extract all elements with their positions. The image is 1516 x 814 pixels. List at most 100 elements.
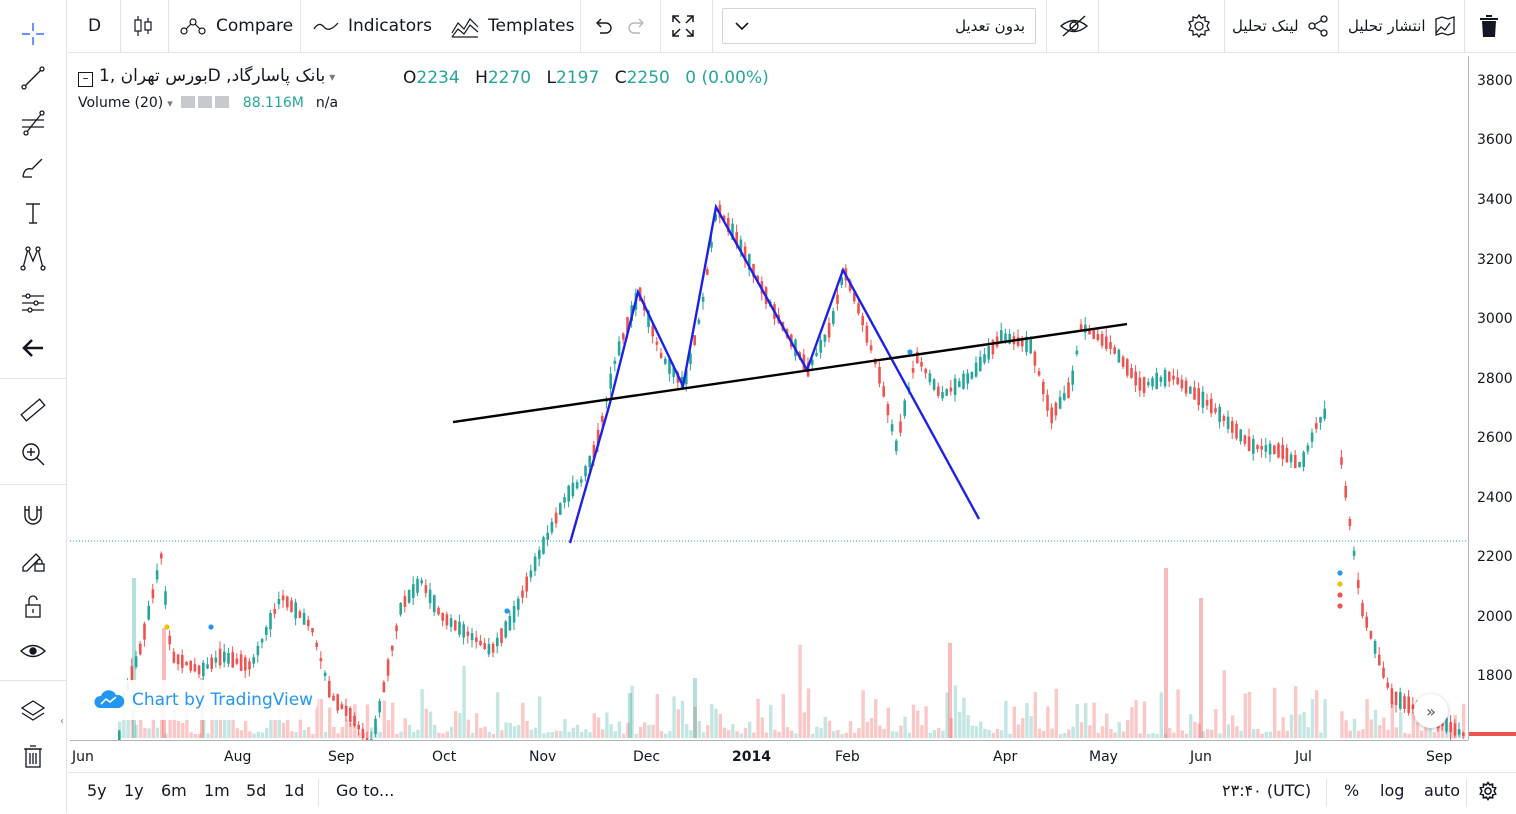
settings-icon[interactable] (1186, 0, 1212, 52)
volume-bar (277, 703, 281, 738)
log-scale-button[interactable]: log (1380, 781, 1405, 800)
candle-body (1352, 550, 1356, 556)
back-arrow-icon[interactable] (13, 330, 53, 366)
trend-line-icon[interactable] (13, 60, 53, 96)
scroll-to-realtime-icon[interactable]: » (1414, 694, 1448, 728)
redo-icon[interactable] (626, 0, 648, 52)
range-1m-button[interactable]: 1m (204, 781, 230, 800)
compare-button[interactable]: Compare (178, 0, 293, 52)
volume-bar (693, 678, 697, 738)
volume-menu-icon[interactable]: ▾ (167, 97, 173, 110)
volume-bar (563, 719, 567, 738)
range-5d-button[interactable]: 5d (246, 781, 267, 800)
volume-eye-icon[interactable] (180, 96, 195, 108)
goto-button[interactable]: Go to... (336, 781, 395, 800)
hide-drawings-icon[interactable] (1058, 0, 1090, 52)
candle-body (1205, 400, 1209, 406)
pattern-tool-icon[interactable] (13, 240, 53, 276)
candle-body (651, 325, 654, 337)
volume-bar (1256, 728, 1260, 738)
volume-bar (143, 727, 147, 738)
volume-bar (1243, 693, 1247, 738)
volume-bar (1361, 729, 1365, 738)
time-axis[interactable]: Jun Aug Sep Oct Nov Dec 2014 Feb Apr May… (70, 740, 1468, 771)
volume-bar (1075, 703, 1079, 738)
symbol-menu-icon[interactable]: ▾ (329, 70, 336, 84)
magnet-icon[interactable] (13, 497, 53, 533)
range-6m-button[interactable]: 6m (161, 781, 187, 800)
price-axis[interactable]: 3800 3600 3400 3200 3000 2800 2600 2400 … (1468, 56, 1516, 740)
undo-icon[interactable] (592, 0, 614, 52)
candle-body (815, 352, 818, 356)
candle-body (168, 635, 171, 645)
candle-body (701, 296, 705, 302)
price-chart[interactable] (70, 56, 1468, 740)
candle-body (743, 246, 747, 261)
ruler-icon[interactable] (13, 392, 53, 428)
volume-bar (164, 733, 168, 738)
collapse-toolbar-icon[interactable]: ‹ (60, 716, 64, 727)
fib-retracement-icon[interactable] (13, 105, 53, 141)
volume-bar (1042, 730, 1046, 738)
auto-scale-button[interactable]: auto (1424, 781, 1461, 800)
unlock-icon[interactable] (13, 588, 53, 624)
crosshair-icon[interactable] (13, 16, 53, 52)
candle-body (1071, 370, 1074, 385)
volume-bar (441, 733, 445, 738)
volume-bar (399, 731, 403, 738)
trash-icon[interactable] (13, 738, 53, 774)
volume-bar (685, 723, 689, 738)
chart-settings-icon[interactable] (1478, 781, 1498, 805)
volume-bar (437, 732, 441, 738)
prediction-tool-icon[interactable] (13, 285, 53, 321)
candle-body (1155, 372, 1158, 389)
adjustment-select[interactable]: بدون تعدیل (722, 8, 1036, 44)
volume-remove-icon[interactable] (214, 96, 229, 108)
range-1y-button[interactable]: 1y (124, 781, 144, 800)
publish-button[interactable]: انتشار تحلیل (1348, 0, 1458, 52)
candle-body (987, 346, 990, 360)
range-5y-button[interactable]: 5y (87, 781, 107, 800)
chart-style-icon[interactable] (130, 0, 156, 52)
volume-settings-icon[interactable] (197, 96, 212, 108)
delete-chart-icon[interactable] (1478, 0, 1500, 52)
collapse-legend-icon[interactable]: – (78, 72, 93, 87)
indicators-button[interactable]: Indicators (312, 0, 432, 52)
lock-drawings-icon[interactable] (13, 542, 53, 578)
share-link-button[interactable]: لینک تحلیل (1232, 0, 1331, 52)
layers-icon[interactable] (13, 693, 53, 729)
candle-body (710, 241, 713, 248)
volume-bar (668, 731, 672, 738)
zoom-in-icon[interactable] (13, 436, 53, 472)
candle-body (865, 325, 869, 343)
volume-bar (470, 732, 475, 738)
pattern-line[interactable] (568, 203, 981, 544)
candle-body (1008, 333, 1011, 344)
candle-body (622, 333, 625, 340)
eye-icon[interactable] (13, 633, 53, 669)
volume-bar (491, 733, 496, 738)
candle-body (1025, 336, 1028, 353)
utc-clock[interactable]: ۲۳:۴۰ (UTC) (1222, 781, 1312, 800)
range-1d-button[interactable]: 1d (284, 781, 305, 800)
fullscreen-icon[interactable] (670, 0, 696, 52)
interval-button[interactable]: D (88, 16, 102, 36)
brush-icon[interactable] (13, 150, 53, 186)
candle-body (916, 351, 919, 364)
volume-bar (1147, 733, 1151, 738)
volume-bar (1079, 722, 1084, 738)
volume-bar (197, 733, 202, 738)
text-tool-icon[interactable] (13, 195, 53, 231)
candle-body (370, 738, 373, 740)
tradingview-watermark[interactable]: Chart by TradingView (88, 680, 318, 720)
candle-body (277, 598, 281, 605)
volume-bar (449, 726, 454, 738)
trend-line[interactable] (452, 322, 1128, 424)
volume-bar (1004, 700, 1008, 738)
percent-scale-button[interactable]: % (1344, 781, 1360, 800)
volume-bar (218, 714, 223, 738)
bottom-toolbar: 5y 1y 6m 1m 5d 1d Go to... ۲۳:۴۰ (UTC) %… (68, 772, 1516, 814)
volume-bar (1105, 713, 1109, 738)
candle-body (1176, 377, 1179, 385)
templates-button[interactable]: Templates (450, 0, 574, 52)
